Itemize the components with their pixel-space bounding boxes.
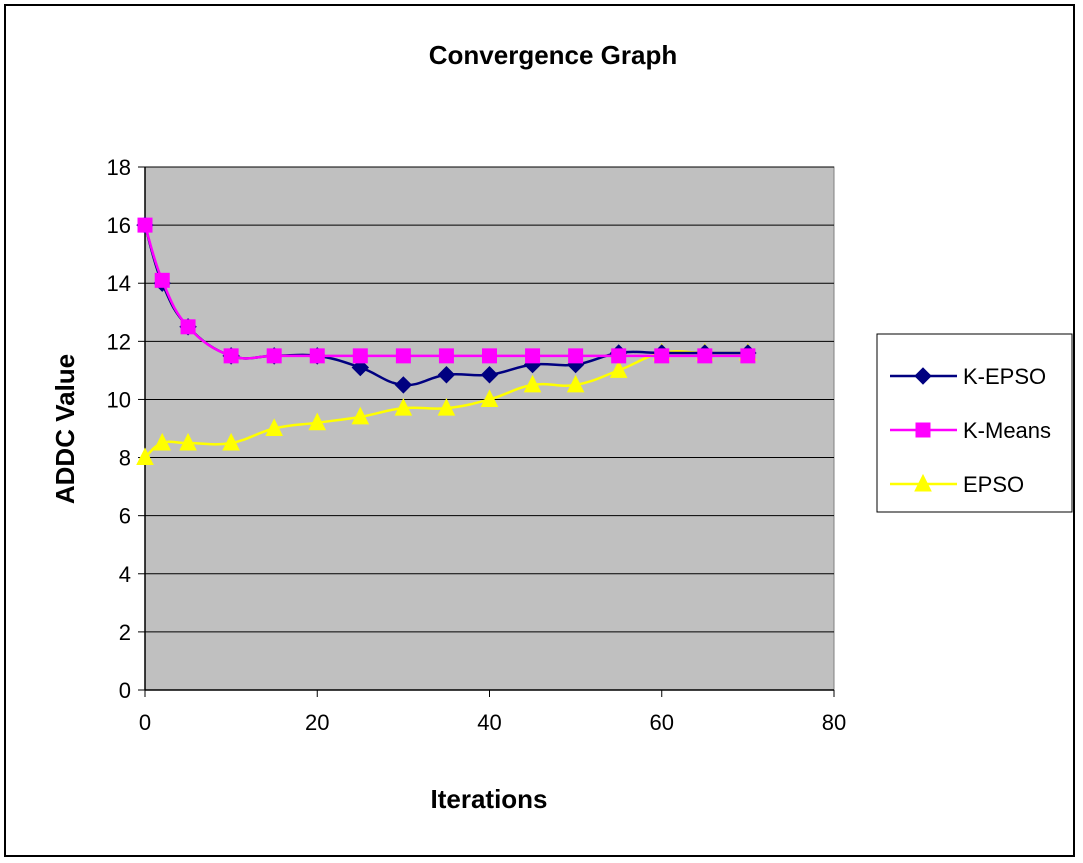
chart-title: Convergence Graph — [429, 40, 678, 70]
x-tick-labels: 0 20 40 60 80 — [139, 690, 846, 735]
legend-marker — [914, 367, 932, 385]
data-point — [438, 348, 454, 364]
legend-box — [876, 333, 1073, 513]
legend-item-k-means: K-Means — [890, 418, 1051, 443]
data-point — [153, 432, 172, 451]
data-point — [654, 348, 670, 364]
data-point — [394, 398, 413, 416]
data-point — [611, 348, 627, 364]
data-point — [351, 358, 370, 377]
series-line — [144, 350, 748, 459]
y-tick-label: 12 — [107, 329, 131, 354]
legend-marker — [915, 422, 931, 438]
grid-lines — [145, 166, 834, 633]
data-point — [609, 360, 628, 378]
x-tick-label: 20 — [305, 710, 329, 735]
data-point — [566, 374, 585, 393]
y-tick-label: 0 — [119, 678, 131, 703]
data-point — [308, 412, 327, 431]
data-point — [437, 398, 456, 416]
y-tick-label: 2 — [119, 620, 131, 645]
series-line — [143, 224, 748, 360]
data-point — [180, 319, 196, 335]
data-point — [222, 432, 240, 451]
data-point — [179, 432, 197, 451]
data-point — [480, 366, 499, 384]
data-point — [437, 366, 456, 384]
y-tick-label: 6 — [119, 504, 131, 529]
x-axis-label: Iterations — [430, 784, 547, 814]
data-point — [351, 406, 370, 425]
data-point — [265, 418, 283, 436]
x-tick-label: 80 — [822, 710, 846, 735]
data-point — [740, 348, 756, 364]
series-group — [136, 216, 757, 466]
data-point — [525, 348, 541, 364]
data-point — [137, 217, 153, 233]
x-tick-label: 40 — [477, 710, 501, 735]
y-tick-label: 8 — [119, 446, 131, 471]
y-tick-label: 4 — [119, 562, 131, 587]
y-tick-label: 10 — [107, 387, 131, 412]
y-tick-label: 16 — [107, 213, 131, 238]
legend-label: EPSO — [963, 472, 1024, 497]
x-tick-label: 60 — [650, 710, 674, 735]
plot-area — [144, 166, 835, 691]
legend-item-k-epso: K-EPSO — [890, 364, 1046, 389]
legend-marker — [914, 473, 932, 492]
data-point — [480, 389, 499, 407]
data-point — [395, 348, 411, 364]
data-point — [352, 348, 368, 364]
y-tick-labels: 0 2 4 6 8 10 12 14 16 18 — [107, 155, 145, 703]
data-point — [309, 348, 325, 364]
data-point — [523, 374, 542, 393]
data-point — [482, 348, 497, 364]
legend-label: K-Means — [963, 418, 1051, 443]
y-axis-label: ADDC Value — [50, 354, 80, 504]
data-point — [266, 348, 282, 364]
y-tick-label: 18 — [107, 155, 131, 180]
legend-label: K-EPSO — [963, 364, 1046, 389]
data-point — [154, 272, 170, 288]
x-tick-label: 0 — [139, 710, 151, 735]
data-point — [568, 348, 584, 364]
y-tick-label: 14 — [107, 271, 131, 296]
data-point — [697, 348, 713, 364]
series-k-means — [137, 217, 756, 364]
legend: K-EPSO K-Means EPSO — [876, 333, 1073, 513]
data-point — [136, 447, 154, 466]
data-point — [394, 376, 413, 394]
data-point — [223, 348, 239, 364]
legend-item-epso: EPSO — [890, 472, 1024, 497]
